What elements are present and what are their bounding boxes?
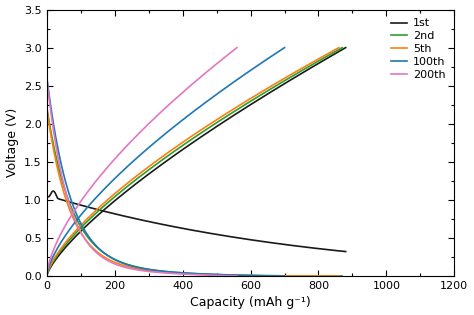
- 5th: [336, 274, 342, 278]
- Line: 100th: 100th: [47, 77, 284, 276]
- 2nd: [218, 273, 224, 277]
- 200th: [78, 229, 83, 233]
- 1st: [182, 227, 187, 231]
- 200th: [156, 271, 162, 274]
- 1st: [279, 242, 285, 246]
- 2nd: [120, 261, 126, 265]
- 100th: [152, 268, 157, 272]
- 100th: [203, 272, 209, 276]
- 1st: [334, 249, 340, 253]
- 5th: [176, 272, 182, 275]
- Legend: 1st, 2nd, 5th, 100th, 200th: 1st, 2nd, 5th, 100th, 200th: [387, 15, 449, 83]
- 200th: [171, 272, 177, 275]
- 200th: [130, 267, 136, 271]
- 200th: [187, 272, 193, 276]
- Line: 1st: 1st: [47, 191, 346, 252]
- Line: 2nd: 2nd: [47, 107, 342, 276]
- Y-axis label: Voltage (V): Voltage (V): [6, 108, 18, 177]
- 200th: [93, 250, 99, 254]
- 2nd: [339, 274, 345, 278]
- 5th: [239, 273, 245, 277]
- 2nd: [241, 273, 247, 277]
- 2nd: [266, 274, 272, 278]
- 2nd: [44, 105, 50, 109]
- 100th: [282, 274, 287, 278]
- 2nd: [178, 271, 183, 275]
- 100th: [184, 271, 190, 275]
- 5th: [119, 263, 125, 267]
- 1st: [190, 228, 195, 232]
- 1st: [59, 198, 65, 202]
- 2nd: [96, 247, 102, 251]
- 5th: [264, 274, 270, 278]
- 100th: [44, 75, 50, 78]
- 5th: [44, 107, 50, 111]
- 200th: [234, 274, 240, 278]
- 100th: [223, 273, 228, 277]
- 1st: [50, 189, 56, 193]
- 1st: [343, 250, 348, 254]
- Line: 200th: 200th: [47, 78, 237, 276]
- 5th: [216, 273, 222, 277]
- 200th: [44, 76, 50, 80]
- X-axis label: Capacity (mAh g⁻¹): Capacity (mAh g⁻¹): [190, 296, 311, 309]
- 100th: [105, 254, 111, 258]
- 1st: [334, 249, 340, 253]
- 5th: [96, 251, 101, 255]
- Line: 5th: 5th: [47, 109, 339, 276]
- 1st: [44, 195, 50, 199]
- 100th: [86, 235, 91, 239]
